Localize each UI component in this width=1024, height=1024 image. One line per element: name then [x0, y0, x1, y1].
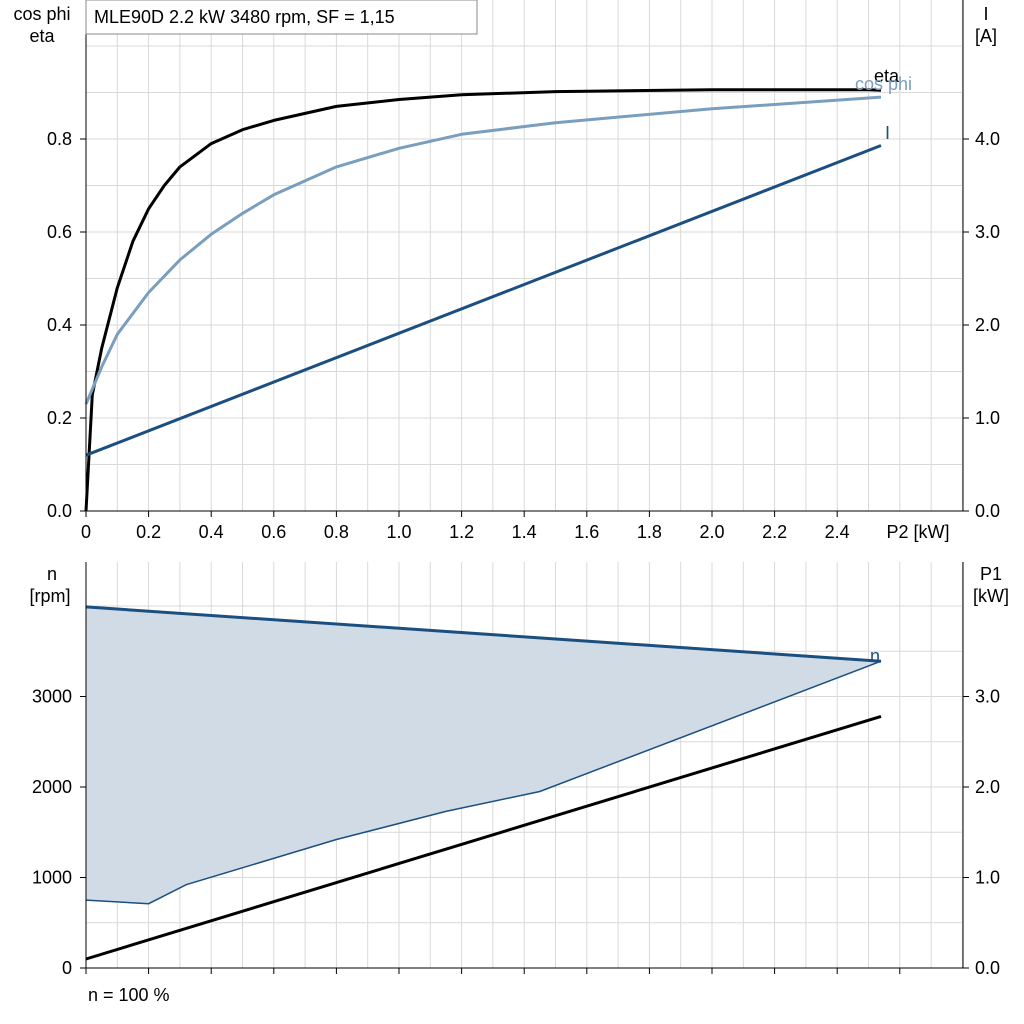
y-left-tick-label: 3000 — [32, 687, 72, 707]
x-tick-label: 2.2 — [762, 522, 787, 542]
x-tick-label: 0.4 — [199, 522, 224, 542]
x-tick-label: 0.2 — [136, 522, 161, 542]
y-left-tick-label: 0.8 — [47, 129, 72, 149]
y-right-tick-label: 2.0 — [975, 315, 1000, 335]
y-right-tick-label: 3.0 — [975, 687, 1000, 707]
top-tick-labels: 0 0.2 0.4 0.6 0.8 1.0 1.2 1.4 1.6 1.8 2.0 2.2 2.4 0.0… — [47, 129, 1000, 542]
x-tick-label: 2.4 — [825, 522, 850, 542]
y-left-tick-label: 0.0 — [47, 501, 72, 521]
speed-power-panel: 0 1000 2000 3000 0.0 1.0 2.0 3.0 n [rpm] P1 [kW… — [29, 562, 1009, 978]
series-label-cosphi: cos phi — [855, 74, 912, 94]
series-label-eta: eta — [874, 66, 900, 86]
series-n-line — [85, 605, 882, 663]
x-tick-label: 0.8 — [324, 522, 349, 542]
y-right-tick-label: 0.0 — [975, 501, 1000, 521]
x-tick-label: 1.8 — [637, 522, 662, 542]
top-grid — [86, 0, 963, 511]
series-p1-line — [85, 714, 882, 961]
x-tick-label: 0.6 — [261, 522, 286, 542]
series-label-i: I — [885, 123, 890, 143]
bottom-tick-labels: 0 1000 2000 3000 0.0 1.0 2.0 3.0 — [32, 687, 1000, 979]
series-label-n: n — [870, 646, 880, 666]
y-right-tick-label: 3.0 — [975, 222, 1000, 242]
x-tick-label: 1.4 — [512, 522, 537, 542]
y-left-tick-label: 0.6 — [47, 222, 72, 242]
chart-title: MLE90D 2.2 kW 3480 rpm, SF = 1,15 — [94, 7, 395, 27]
y-left-tick-label: 0.2 — [47, 408, 72, 428]
x-axis-label: P2 [kW] — [886, 522, 949, 542]
y-right-tick-label: 1.0 — [975, 868, 1000, 888]
y-right-label-unit-a: [A] — [975, 26, 997, 46]
operating-range-lower-line — [85, 660, 882, 905]
series-eta-line — [84, 88, 882, 512]
x-tick-label: 1.0 — [386, 522, 411, 542]
y-right-tick-label: 4.0 — [975, 129, 1000, 149]
y-right-label-unit-kw: [kW] — [973, 586, 1009, 606]
y-left-tick-label: 1000 — [32, 868, 72, 888]
x-tick-label: 2.0 — [699, 522, 724, 542]
operating-range-area — [86, 606, 881, 904]
y-left-label-eta: eta — [29, 26, 55, 46]
y-left-tick-label: 0.4 — [47, 315, 72, 335]
top-series — [84, 88, 882, 512]
y-right-tick-label: 1.0 — [975, 408, 1000, 428]
efficiency-current-panel: 0 0.2 0.4 0.6 0.8 1.0 1.2 1.4 1.6 1.8 2.0 2.2 2.4 0.0… — [13, 0, 1000, 542]
series-cos-phi-line — [84, 95, 882, 405]
y-left-label-cosphi: cos phi — [13, 4, 70, 24]
x-tick-label: 1.2 — [449, 522, 474, 542]
x-tick-label: 1.6 — [574, 522, 599, 542]
y-right-label-p1: P1 — [980, 564, 1002, 584]
y-left-label-n: n — [47, 564, 57, 584]
y-left-tick-label: 0 — [62, 958, 72, 978]
y-right-tick-label: 0.0 — [975, 958, 1000, 978]
footnote: n = 100 % — [88, 985, 170, 1005]
title-box — [85, 0, 478, 35]
x-tick-label: 0 — [81, 522, 91, 542]
bottom-series — [85, 605, 882, 961]
y-right-label-i: I — [983, 4, 988, 24]
y-left-label-unit-rpm: [rpm] — [29, 586, 70, 606]
y-right-tick-label: 2.0 — [975, 777, 1000, 797]
y-left-tick-label: 2000 — [32, 777, 72, 797]
series-i-line — [85, 144, 882, 457]
